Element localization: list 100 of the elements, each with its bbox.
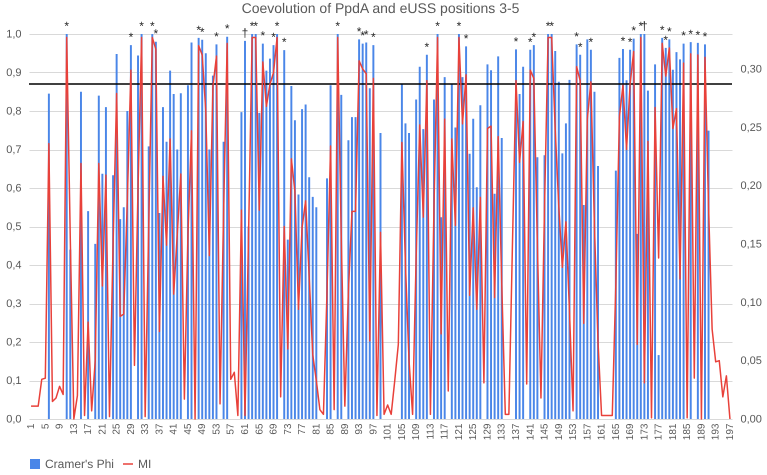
x-tick-label: 77 (297, 423, 308, 435)
data-label: * (224, 22, 230, 36)
data-label: * (274, 19, 280, 33)
x-tick-label: 145 (540, 423, 551, 440)
x-tick-label: 69 (268, 423, 280, 435)
data-label: * (364, 27, 369, 42)
data-label: * (574, 29, 580, 44)
y2-tick-label: 0,20 (740, 180, 762, 192)
data-label: * (196, 22, 202, 37)
x-tick-label: 173 (639, 423, 650, 440)
x-tick-label: 21 (97, 423, 108, 435)
data-label: * (282, 35, 287, 50)
y-tick-label: 0,1 (6, 375, 22, 387)
x-tick-label: 113 (425, 423, 436, 440)
data-label: † (242, 26, 248, 40)
x-tick-label: 125 (468, 423, 480, 440)
data-label: * (200, 24, 205, 39)
x-tick-label: 117 (440, 423, 451, 440)
y-tick-label: 1,0 (6, 28, 22, 40)
data-label: * (660, 22, 665, 37)
data-label: * (356, 24, 362, 38)
x-tick-label: 29 (126, 423, 137, 435)
x-tick-label: 161 (596, 423, 608, 440)
data-label: * (360, 28, 366, 43)
x-tick-label: 65 (254, 423, 266, 435)
x-tick-label: 141 (525, 423, 536, 440)
data-label: * (514, 34, 519, 48)
y2-tick-label: 0,15 (740, 238, 762, 250)
x-tick-label: 193 (710, 423, 722, 440)
x-tick-label: 33 (140, 423, 152, 435)
data-label: * (424, 40, 430, 54)
data-label: * (681, 28, 686, 43)
x-tick-label: 81 (311, 423, 322, 435)
y2-tick-label: 0,05 (740, 355, 762, 368)
x-tick-label: 73 (282, 423, 294, 435)
data-label: * (253, 19, 258, 33)
data-label: * (638, 19, 644, 33)
data-label: * (620, 34, 626, 48)
y-tick-label: 0,5 (6, 221, 22, 233)
data-label: * (250, 19, 255, 33)
x-tick-label: 37 (154, 423, 166, 435)
legend-label: MI (138, 457, 152, 471)
x-tick-label: 101 (382, 423, 394, 440)
x-tick-label: 189 (696, 423, 708, 440)
x-tick-label: 13 (68, 423, 80, 435)
y-tick-label: 0,8 (6, 106, 22, 118)
x-tick-label: 57 (226, 423, 237, 435)
data-label: * (464, 31, 469, 46)
x-tick-label: 153 (568, 423, 580, 440)
data-label: * (696, 28, 701, 42)
x-tick-label: 89 (340, 423, 351, 435)
data-label: * (456, 19, 462, 33)
x-tick-label: 105 (396, 423, 408, 440)
data-label: * (371, 30, 376, 44)
y-tick-label: 0,7 (6, 144, 22, 156)
x-tick-label: 9 (54, 423, 66, 430)
y-tick-label: 0,9 (6, 67, 22, 79)
x-tick-label: 197 (724, 423, 736, 440)
x-tick-label: 149 (554, 423, 565, 440)
data-label: * (64, 19, 70, 33)
line-series (30, 36, 731, 420)
data-label: * (549, 19, 554, 33)
data-label: * (435, 19, 440, 33)
data-label: * (531, 30, 536, 44)
x-tick-label: 45 (182, 423, 194, 435)
legend-label: Cramer's Phi (45, 457, 114, 471)
y-tick-label: 0,0 (6, 414, 22, 426)
data-label: * (139, 19, 144, 33)
data-label: * (214, 29, 220, 44)
x-tick-label: 137 (511, 423, 522, 440)
data-label: * (154, 26, 159, 41)
data-label: * (271, 30, 276, 44)
x-tick-label: 109 (411, 423, 422, 440)
x-tick-label: 25 (112, 423, 123, 435)
x-tick-label: 1 (26, 423, 38, 430)
data-label: * (150, 19, 155, 33)
data-label: * (688, 27, 694, 42)
x-tick-label: 93 (354, 423, 366, 435)
x-tick-label: 129 (482, 423, 494, 440)
x-tick-label: 169 (625, 423, 636, 440)
data-label: * (578, 40, 583, 54)
x-tick-label: 97 (368, 423, 380, 435)
x-tick-label: 157 (582, 423, 594, 440)
x-tick-label: 61 (240, 423, 251, 435)
x-tick-label: 177 (654, 423, 665, 440)
chart-title: Coevolution of PpdA and eUSS positions 3-5 (242, 0, 520, 16)
y2-tick-label: 0,00 (740, 414, 762, 426)
data-label: * (631, 24, 636, 38)
data-label: * (663, 32, 668, 47)
x-tick-label: 121 (454, 423, 465, 440)
x-tick-label: 17 (83, 423, 94, 435)
y-tick-label: 0,6 (6, 182, 22, 194)
data-label: † (641, 19, 648, 33)
data-label: * (666, 24, 672, 38)
x-tick-label: 53 (211, 423, 222, 435)
x-tick-label: 5 (40, 423, 52, 430)
y2-tick-label: 0,25 (740, 122, 762, 134)
data-label: * (128, 30, 134, 44)
x-tick-label: 185 (682, 423, 694, 440)
x-tick-label: 165 (610, 423, 622, 440)
